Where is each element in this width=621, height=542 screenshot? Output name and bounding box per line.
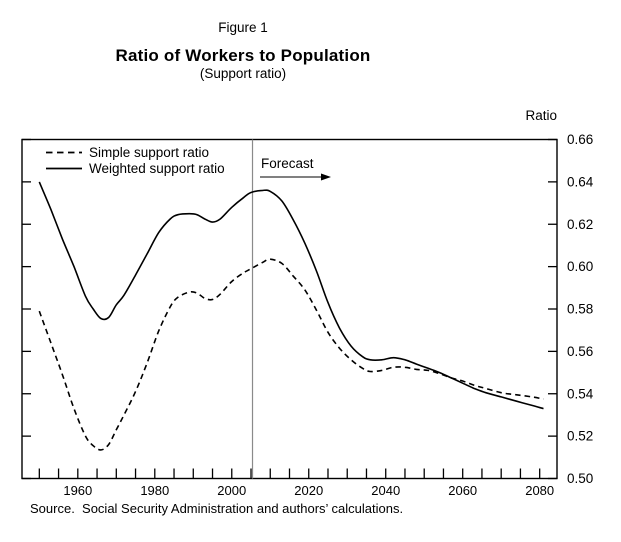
forecast-annotation: Forecast — [260, 156, 331, 181]
figure-title: Ratio of Workers to Population — [115, 46, 371, 65]
source-note: Source. Social Security Administration a… — [30, 501, 404, 516]
y-axis-tick-label: 0.50 — [567, 471, 593, 486]
legend: Simple support ratio Weighted support ra… — [46, 145, 225, 176]
y-axis-tick-label: 0.58 — [567, 302, 593, 317]
x-axis-tick-label: 2020 — [294, 483, 323, 498]
plot-area: 1960 1980 2000 2020 2040 2060 2080 0.50 0.52 0.54… — [21, 132, 594, 498]
x-axis-tick-label: 2040 — [371, 483, 400, 498]
y-axis-tick-label: 0.62 — [567, 217, 593, 232]
forecast-arrow-head-icon — [321, 173, 331, 181]
y-axis-tick-label: 0.56 — [567, 344, 593, 359]
x-axis-tick-label: 2080 — [525, 483, 554, 498]
series-line-simple — [38, 258, 544, 451]
x-axis-tick-label: 1980 — [140, 483, 169, 498]
y-axis-tick-label: 0.66 — [567, 132, 593, 147]
y-axis-unit-label: Ratio — [525, 108, 557, 123]
figure-subtitle: (Support ratio) — [199, 66, 287, 81]
x-axis-tick-label: 1960 — [63, 483, 92, 498]
y-axis-tick-label: 0.60 — [567, 259, 593, 274]
series-line-weighted — [38, 181, 544, 410]
y-axis-tick-label: 0.52 — [567, 429, 593, 444]
y-axis-tick-label: 0.54 — [567, 386, 594, 401]
plot-frame — [21, 138, 558, 480]
legend-label-simple: Simple support ratio — [89, 145, 209, 160]
legend-label-weighted: Weighted support ratio — [89, 161, 225, 176]
x-axis-tick-label: 2060 — [448, 483, 477, 498]
forecast-label: Forecast — [261, 156, 314, 171]
x-axis-tick-label: 2000 — [217, 483, 246, 498]
figure-number: Figure 1 — [218, 20, 268, 35]
y-axis-tick-label: 0.64 — [567, 174, 594, 189]
